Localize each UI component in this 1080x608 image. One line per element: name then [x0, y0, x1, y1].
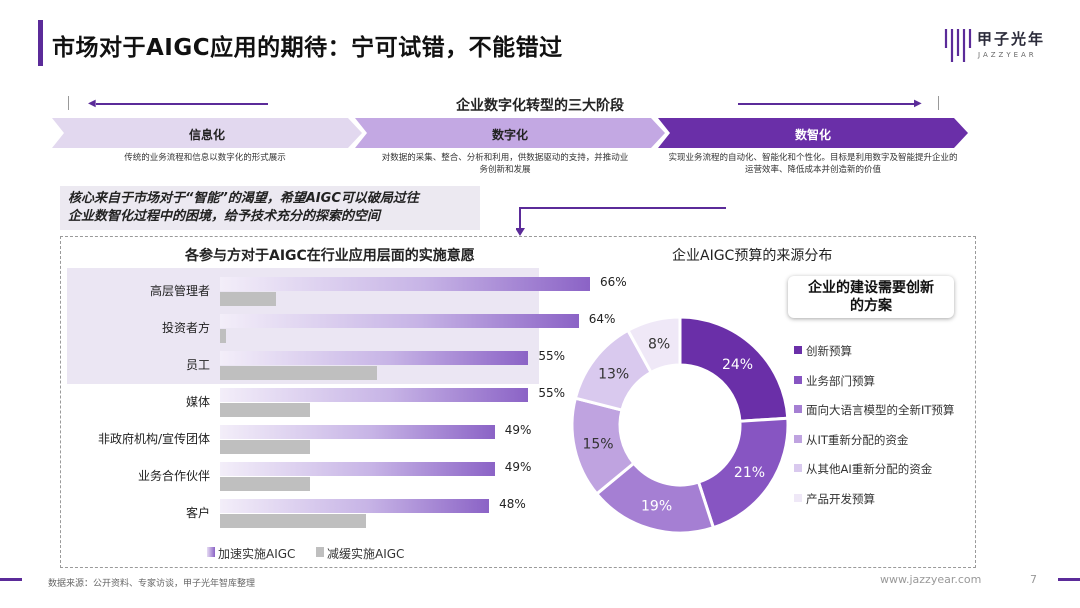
- bar-category-label: 媒体: [185, 395, 210, 409]
- donut-slice: [625, 315, 682, 375]
- innovation-note-line-1: 企业的建设需要创新: [808, 280, 934, 296]
- donut-legend-label: 面向大语言模型的全新IT预算: [806, 403, 955, 417]
- bar-category-label: 客户: [185, 506, 210, 520]
- bar-category-label: 高层管理者: [149, 284, 210, 298]
- bar-accelerate: [220, 351, 529, 365]
- bar-accelerate: [220, 388, 529, 402]
- bar-accelerate: [220, 314, 579, 328]
- bar-slowdown: [220, 366, 377, 380]
- legend-swatch-accelerate: [207, 547, 215, 557]
- donut-legend-swatch: [794, 493, 802, 502]
- bar-value-label: 48%: [499, 497, 526, 511]
- legend-label-slow: 减缓实施AIGC: [327, 547, 405, 561]
- stage-chevron-informatization: 信息化: [52, 118, 362, 148]
- bar-category-label: 非政府机构/宣传团体: [97, 432, 210, 446]
- stage-section-title: 企业数字化转型的三大阶段: [456, 98, 624, 114]
- bar-accelerate: [220, 425, 495, 439]
- bar-value-label: 55%: [538, 386, 565, 400]
- bar-slowdown: [220, 440, 310, 454]
- legend-label-accelerate: 加速实施AIGC: [218, 547, 296, 561]
- callout-line-2: 企业数智化过程中的困境，给予技术充分的探索的空间: [68, 209, 381, 224]
- donut-value-label: 15%: [582, 436, 613, 452]
- bar-slowdown: [220, 477, 310, 491]
- donut-legend-label: 创新预算: [806, 344, 852, 358]
- donut-legend-swatch: [794, 346, 802, 354]
- bar-category-label: 投资者方: [161, 321, 210, 335]
- callout-line-1: 核心来自于市场对于“智能”的渴望，希望AIGC可以破局过往: [68, 191, 419, 206]
- bar-value-label: 55%: [538, 349, 565, 363]
- donut-legend-label: 业务部门预算: [806, 373, 875, 388]
- donut-value-label: 13%: [598, 367, 629, 383]
- stage-left-arrow-icon: ◀: [88, 98, 96, 109]
- stage-desc-informatization: 传统的业务流程和信息以数字化的形式展示: [124, 153, 286, 163]
- donut-legend-swatch: [794, 405, 802, 413]
- stage-desc-digitization: 对数据的采集、整合、分析和利用，供数据驱动的支持，并推动业务创新和发展: [381, 153, 629, 175]
- stage-chevron-digitization: 数字化: [355, 118, 665, 148]
- bar-chart-title: 各参与方对于AIGC在行业应用层面的实施意愿: [185, 248, 475, 264]
- donut-value-label: 21%: [734, 465, 765, 481]
- page-number: 7: [1030, 573, 1037, 586]
- stage-label: 数字化: [491, 128, 528, 142]
- bar-accelerate: [220, 499, 490, 513]
- brand-logo: 甲子光年 JAZZYEAR: [943, 26, 1053, 66]
- stage-chevron-intelligentization: 数智化: [658, 118, 968, 148]
- innovation-note-line-2: 的方案: [850, 298, 892, 314]
- footer-source: 数据来源：公开资料、专家访谈，甲子光年智库整理: [48, 579, 256, 589]
- donut-legend-swatch: [794, 464, 802, 472]
- footer-url: www.jazzyear.com: [880, 573, 982, 586]
- stage-right-line: [738, 103, 916, 105]
- brand-name-cn: 甲子光年: [977, 30, 1046, 48]
- bar-slowdown: [220, 292, 277, 306]
- brand-logo-mark-icon: [944, 29, 972, 62]
- stage-left-tick: [68, 96, 69, 110]
- donut-chart: 24% 21% 19% 15% 13% 8%: [570, 315, 790, 535]
- bar-category-label: 业务合作伙伴: [137, 469, 210, 483]
- innovation-note-box: 企业的建设需要创新 的方案: [788, 276, 954, 318]
- donut-value-label: 8%: [648, 337, 670, 353]
- bar-category-label: 员工: [185, 358, 210, 372]
- footer-accent-left: [0, 578, 22, 581]
- bar-value-label: 64%: [588, 312, 616, 326]
- stage-desc-intelligentization: 实现业务流程的自动化、智能化和个性化。目标是利用数字及智能提升企业的运营效率、降…: [668, 153, 958, 175]
- charts-container: [60, 236, 976, 568]
- donut-legend-label: 产品开发预算: [806, 491, 875, 506]
- callout-connector-arrow-icon: [516, 207, 726, 236]
- bar-slowdown: [220, 403, 310, 417]
- donut-chart-title: 企业AIGC预算的来源分布: [672, 248, 833, 264]
- core-insight-callout: 核心来自于市场对于“智能”的渴望，希望AIGC可以破局过往 企业数智化过程中的困…: [60, 186, 480, 230]
- bar-value-label: 49%: [504, 423, 532, 437]
- bar-slowdown: [220, 514, 366, 528]
- bar-accelerate: [220, 462, 495, 476]
- stage-right-tick: [938, 96, 939, 110]
- bar-accelerate: [220, 277, 590, 291]
- donut-value-label: 24%: [722, 357, 753, 373]
- stage-right-arrow-icon: ▶: [914, 98, 922, 109]
- donut-legend-swatch: [794, 434, 802, 443]
- donut-legend-swatch: [794, 375, 802, 384]
- bar-value-label: 49%: [504, 460, 532, 474]
- stage-left-line: [96, 103, 268, 105]
- legend-swatch-slow: [316, 547, 324, 557]
- donut-legend-label: 从IT重新分配的资金: [806, 432, 909, 447]
- stage-label: 信息化: [188, 128, 225, 142]
- stage-label: 数智化: [794, 128, 831, 142]
- title-accent-bar: [38, 20, 43, 66]
- page-title: 市场对于AIGC应用的期待：宁可试错，不能错过: [52, 35, 563, 61]
- brand-name-en: JAZZYEAR: [978, 51, 1037, 59]
- donut-legend-label: 从其他AI重新分配的资金: [806, 462, 933, 476]
- footer-accent-right: [1058, 578, 1080, 581]
- donut-value-label: 19%: [641, 499, 672, 515]
- bar-slowdown: [220, 329, 226, 343]
- bar-value-label: 66%: [600, 275, 627, 289]
